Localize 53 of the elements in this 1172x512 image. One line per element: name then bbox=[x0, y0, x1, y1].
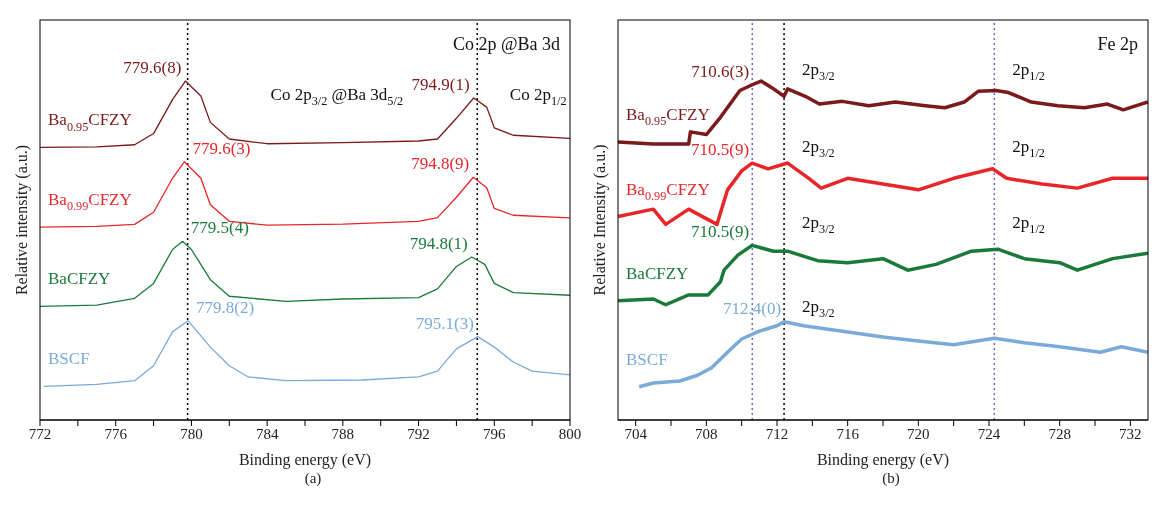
annotation: 779.6(3) bbox=[192, 138, 251, 158]
y-axis-title: Relative intensity (a.u.) bbox=[13, 144, 31, 296]
series-label: BSCF bbox=[626, 349, 668, 369]
x-tick-label: 708 bbox=[695, 425, 718, 442]
annotation: 710.5(9) bbox=[691, 140, 750, 160]
series-label: BaCFZY bbox=[48, 269, 111, 289]
x-tick-label: 776 bbox=[104, 425, 128, 442]
annotation: 2p$_{1/2}$ bbox=[1012, 60, 1045, 84]
text: (b) bbox=[881, 470, 901, 487]
series-label: BaCFZY bbox=[626, 263, 689, 283]
series-label: Ba$_{0.95}$CFZY bbox=[626, 105, 710, 129]
annotation: 2p$_{3/2}$ bbox=[802, 213, 835, 237]
series-label: BSCF bbox=[48, 349, 90, 369]
chart-title: Fe 2p bbox=[1097, 34, 1138, 54]
x-tick-label: 724 bbox=[977, 425, 1001, 442]
chart-title: Co 2p @Ba 3d bbox=[452, 34, 560, 54]
x-tick-label: 772 bbox=[28, 425, 52, 442]
x-tick-label: 732 bbox=[1119, 425, 1142, 442]
x-axis-title: Binding energy (eV) bbox=[238, 451, 372, 469]
annotation: 795.1(3) bbox=[415, 313, 474, 333]
x-tick-label: 720 bbox=[907, 425, 930, 442]
x-tick-label: 728 bbox=[1048, 425, 1071, 442]
x-axis-title: Binding energy (eV) bbox=[816, 451, 950, 469]
annotation: 710.5(9) bbox=[691, 222, 750, 242]
x-tick-label: 712 bbox=[765, 425, 789, 442]
annotation: 2p$_{3/2}$ bbox=[802, 60, 835, 84]
x-tick-label: 704 bbox=[624, 425, 648, 442]
annotation: 2p$_{1/2}$ bbox=[1012, 136, 1045, 160]
series-label: Ba$_{0.95}$CFZY bbox=[48, 110, 132, 134]
annotation: 2p$_{3/2}$ bbox=[802, 297, 835, 321]
annotation: 779.8(2) bbox=[196, 297, 255, 317]
y-axis-title: Relative Intensity (a.u.) bbox=[591, 144, 609, 296]
annotation: 794.9(1) bbox=[411, 74, 470, 94]
annotation: Co 2p$_{1/2}$ bbox=[509, 85, 567, 109]
x-tick-label: 800 bbox=[558, 425, 582, 442]
text: (a) bbox=[303, 470, 323, 487]
x-tick-label: 780 bbox=[180, 425, 203, 442]
series-label: Ba$_{0.99}$CFZY bbox=[626, 179, 710, 203]
annotation: 710.6(3) bbox=[691, 61, 750, 81]
annotation: 2p$_{3/2}$ bbox=[802, 136, 835, 160]
x-tick-label: 796 bbox=[483, 425, 507, 442]
annotation: 2p$_{1/2}$ bbox=[1012, 213, 1045, 237]
annotation: 779.5(4) bbox=[190, 218, 249, 238]
x-tick-label: 792 bbox=[407, 425, 430, 442]
annotation: 794.8(1) bbox=[409, 233, 468, 253]
annotation: Co 2p$_{3/2}$ @Ba 3d$_{5/2}$ bbox=[270, 85, 404, 109]
annotation: 779.6(8) bbox=[123, 58, 182, 78]
series-label: Ba$_{0.99}$CFZY bbox=[48, 190, 132, 214]
annotation: 794.8(9) bbox=[411, 154, 470, 174]
annotation: 712.4(0) bbox=[722, 298, 782, 318]
x-tick-label: 788 bbox=[331, 425, 355, 442]
x-tick-label: 716 bbox=[836, 425, 860, 442]
x-tick-label: 784 bbox=[255, 425, 279, 442]
